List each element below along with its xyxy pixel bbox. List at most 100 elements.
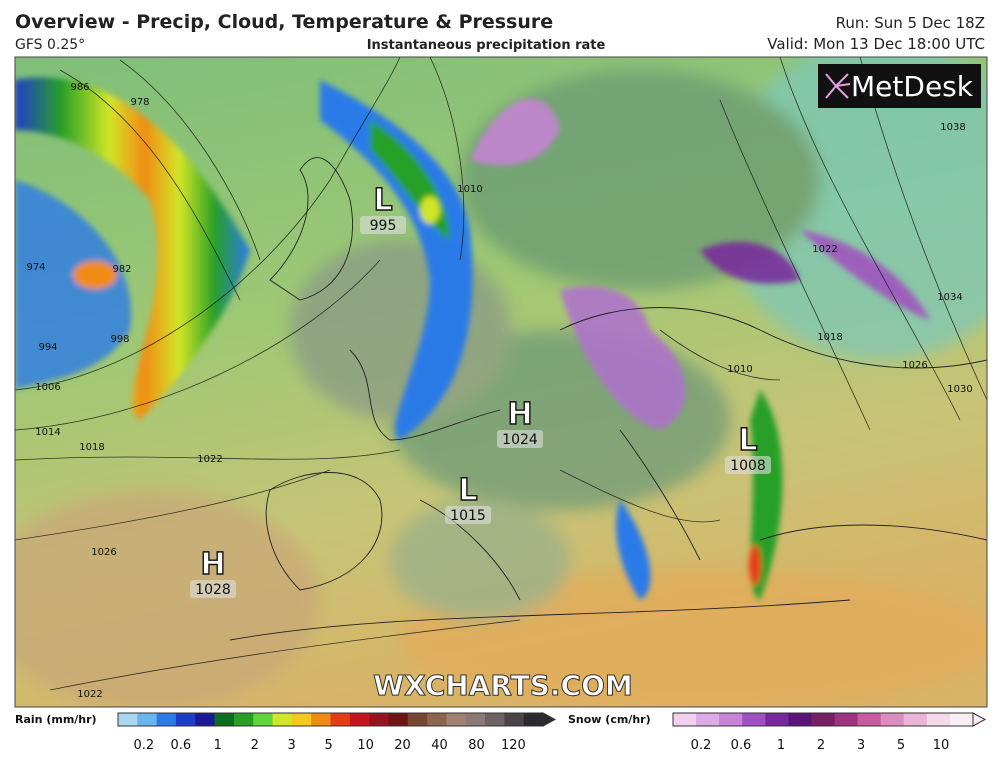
- isobar-label: 1014: [35, 427, 60, 438]
- pressure-center-letter: H: [507, 397, 532, 432]
- pressure-center-value: 1008: [730, 458, 766, 474]
- rain-legend-swatch: [272, 713, 293, 726]
- logo-mark: [825, 73, 851, 99]
- rain-legend-swatch: [407, 713, 428, 726]
- snow-legend-swatch: [926, 713, 951, 726]
- pressure-center-value: 1024: [502, 432, 538, 448]
- rain-legend-tick: 2: [251, 738, 259, 753]
- snow-legend-swatch: [834, 713, 859, 726]
- rain-legend-tick: 0.6: [170, 738, 191, 753]
- snow-legend-arrow: [972, 712, 987, 727]
- rain-legend-swatch: [137, 713, 158, 726]
- pressure-value-box: [445, 506, 491, 524]
- rain-legend-swatch: [388, 713, 409, 726]
- snow-legend-tick: 1: [777, 738, 785, 753]
- rain-legend-tick: 40: [431, 738, 448, 753]
- rain-legend-swatch: [349, 713, 370, 726]
- rain-legend-swatch: [485, 713, 505, 726]
- rain-legend-swatch: [175, 713, 196, 726]
- rain-legend-tick: 20: [394, 738, 411, 753]
- pressure-center-value: 995: [370, 218, 397, 234]
- rain-legend-swatch: [369, 713, 389, 726]
- isobar-label: 986: [70, 82, 89, 93]
- watermark: WXCHARTS.COM: [373, 669, 633, 702]
- rain-legend-tick: 120: [501, 738, 526, 753]
- rain-legend-tick: 10: [357, 738, 374, 753]
- rain-legend-swatch: [253, 713, 274, 726]
- isobar-label: 1034: [937, 292, 962, 303]
- pressure-center-value: 1028: [195, 582, 231, 598]
- rain-legend-swatch: [523, 713, 544, 726]
- isobar-label: 1018: [79, 442, 104, 453]
- isobar-label: 1010: [457, 184, 482, 195]
- rain-legend-swatch: [156, 713, 177, 726]
- rain-legend-swatch: [427, 713, 447, 726]
- run: Run: Sun 5 Dec 18Z: [836, 14, 985, 32]
- isobar-label: 1030: [947, 384, 972, 395]
- rain-legend-swatch: [504, 713, 525, 726]
- pressure-center-letter: L: [738, 423, 757, 458]
- isobar-label: 1026: [91, 547, 116, 558]
- isobar-label: 1018: [817, 332, 842, 343]
- snow-legend-tick: 2: [817, 738, 825, 753]
- isobar-label: 1022: [812, 244, 837, 255]
- rain-legend-tick: 3: [288, 738, 296, 753]
- pressure-center-letter: L: [458, 473, 477, 508]
- isobar-label: 974: [26, 262, 45, 273]
- snow-legend-tick: 0.2: [691, 738, 712, 753]
- snow-legend-tick: 0.6: [731, 738, 752, 753]
- isobar-label: 1022: [77, 689, 102, 700]
- isobar-label: 998: [110, 334, 129, 345]
- logo: MetDesk: [851, 70, 974, 103]
- isobar-label: 1038: [940, 122, 965, 133]
- pressure-value-box: [190, 580, 236, 598]
- snow-legend-swatch: [719, 713, 743, 726]
- rain-legend-tick: 0.2: [134, 738, 155, 753]
- rain-legend-swatch: [195, 713, 216, 726]
- rain-legend-swatch: [214, 713, 235, 726]
- snow-legend-swatch: [857, 713, 882, 726]
- rain-legend-swatch: [465, 713, 486, 726]
- map-frame: [14, 56, 988, 708]
- pressure-value-box: [497, 430, 543, 448]
- rain-legend-swatch: [291, 713, 312, 726]
- pressure-center-value: 1015: [450, 508, 486, 524]
- title: Overview - Precip, Cloud, Temperature & …: [15, 11, 553, 33]
- rain-legend-arrow: [542, 712, 557, 727]
- snow-legend-swatch: [765, 713, 789, 726]
- snow-legend-tick: 5: [897, 738, 905, 753]
- snow-legend-swatch: [903, 713, 928, 726]
- snow-legend-label: Snow (cm/hr): [568, 713, 651, 726]
- snow-legend-swatch: [811, 713, 836, 726]
- valid: Valid: Mon 13 Dec 18:00 UTC: [767, 35, 985, 53]
- snow-legend-swatch: [788, 713, 812, 726]
- snow-legend-swatch: [742, 713, 766, 726]
- logo-box: [818, 64, 981, 108]
- pressure-value-box: [725, 456, 771, 474]
- rain-legend-label: Rain (mm/hr): [15, 713, 97, 726]
- snow-legend-swatch: [949, 713, 974, 726]
- rain-legend-tick: 5: [325, 738, 333, 753]
- isobar-label: 982: [112, 264, 131, 275]
- map: MetDesk WXCHARTS.COM L995H1024L1015L1008…: [15, 57, 987, 707]
- isobar-label: 1022: [197, 454, 222, 465]
- isobar-label: 978: [130, 97, 149, 108]
- rain-legend-swatch: [233, 713, 254, 726]
- rain-legend-tick: 1: [214, 738, 222, 753]
- snow-legend-swatch: [673, 713, 697, 726]
- subtitle: Instantaneous precipitation rate: [367, 38, 606, 53]
- rain-legend-swatch: [330, 713, 351, 726]
- snow-legend-tick: 10: [933, 738, 950, 753]
- snow-legend-swatch: [880, 713, 905, 726]
- model: GFS 0.25°: [15, 37, 85, 53]
- pressure-value-box: [360, 216, 406, 234]
- isobar-label: 1010: [727, 364, 752, 375]
- rain-legend-swatch: [118, 713, 138, 726]
- pressure-center-letter: H: [200, 547, 225, 582]
- pressure-center-letter: L: [373, 183, 392, 218]
- isobar-label: 994: [38, 342, 57, 353]
- rain-legend-swatch: [311, 713, 331, 726]
- snow-legend-swatch: [696, 713, 720, 726]
- isobar-label: 1006: [35, 382, 60, 393]
